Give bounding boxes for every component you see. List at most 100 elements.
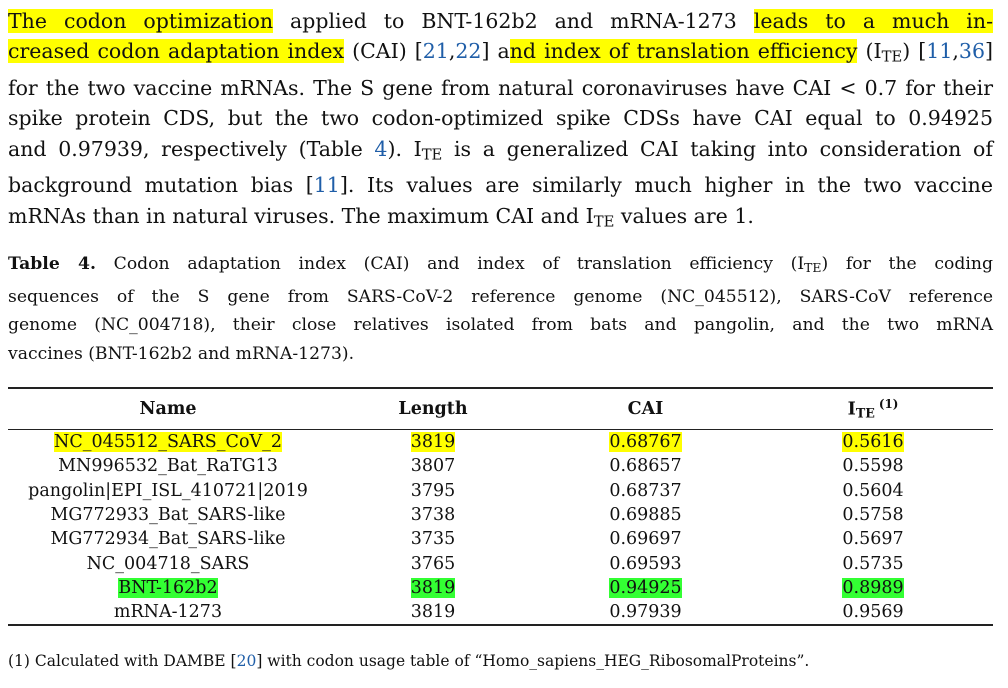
cell-length: 3795: [328, 479, 538, 503]
cell-text: 0.68657: [609, 456, 682, 477]
text-run: ,: [952, 39, 959, 64]
cell-text: 3765: [410, 553, 456, 574]
cell-cai: 0.69593: [538, 551, 753, 575]
subscript: TE: [421, 146, 443, 164]
table-link[interactable]: 4: [374, 136, 388, 161]
text-run: ] with codon usage table of “Homo_sapien…: [256, 652, 810, 670]
text-run: ]: [985, 39, 993, 64]
header-ite: ITE(1): [753, 389, 993, 429]
cell-text: 0.8989: [842, 577, 904, 598]
cell-text: 3819: [410, 432, 456, 453]
cell-text: MG772934_Bat_SARS-like: [50, 529, 286, 550]
cell-name: BNT-162b2: [8, 576, 328, 600]
cell-text: 0.69593: [609, 553, 682, 574]
cell-text: MG772933_Bat_SARS-like: [50, 505, 286, 526]
header-ite-label: I: [847, 399, 856, 420]
highlight-yellow: leads to a much in-: [753, 9, 993, 33]
cell-text: 0.68767: [609, 432, 682, 453]
subscript: TE: [881, 48, 903, 66]
cell-text: 3807: [410, 456, 456, 477]
data-table-body: NC_045512_SARS_CoV_2 3819 0.68767 0.5616 MN9…: [8, 430, 993, 624]
cell-text: pangolin|EPI_ISL_410721|2019: [28, 480, 308, 501]
cell-length: 3735: [328, 527, 538, 551]
table-row: BNT-162b2 3819 0.94925 0.8989: [8, 576, 993, 600]
paragraph-line-3: for the two vaccine mRNAs. The S gene fr…: [8, 76, 993, 101]
table-caption: Table 4. Codon adaptation index (CAI) an…: [8, 250, 993, 368]
text-run: ,: [448, 39, 456, 64]
cell-text: 0.68737: [609, 480, 682, 501]
header-name: Name: [139, 399, 197, 419]
cell-text: 0.5697: [842, 529, 904, 550]
cell-name: NC_004718_SARS: [8, 551, 328, 575]
subscript: TE: [804, 261, 822, 276]
text-run: is a generalized CAI taking into conside…: [442, 136, 993, 161]
citation-link[interactable]: 22: [455, 39, 482, 64]
header-length: Length: [398, 399, 468, 419]
citation-link[interactable]: 11: [926, 39, 953, 64]
table-row: NC_004718_SARS 3765 0.69593 0.5735: [8, 551, 993, 575]
citation-link[interactable]: 11: [313, 173, 340, 198]
cell-name: MG772933_Bat_SARS-like: [8, 503, 328, 527]
cell-text: NC_004718_SARS: [86, 553, 250, 574]
text-run: (CAI) [: [344, 39, 423, 64]
text-run: ]. Its values are similarly much higher …: [339, 173, 993, 198]
cell-cai: 0.94925: [538, 576, 753, 600]
paragraph-line-2: creased codon adaptation index (CAI) [21…: [8, 36, 993, 73]
body-paragraph: The codon optimization applied to BNT-16…: [8, 6, 993, 237]
cell-text: 3795: [410, 480, 456, 501]
text-run: mRNAs than in natural viruses. The maxim…: [8, 203, 594, 228]
highlight-yellow: The codon optimization: [8, 9, 274, 33]
cell-text: 0.69885: [609, 505, 682, 526]
highlight-yellow: creased codon adaptation index: [8, 39, 345, 64]
cell-length: 3819: [328, 576, 538, 600]
cell-length: 3765: [328, 551, 538, 575]
table-footnote: (1) Calculated with DAMBE [20] with codo…: [8, 652, 809, 670]
cell-text: MN996532_Bat_RaTG13: [58, 456, 278, 477]
paragraph-line-5: and 0.97939, respectively (Table 4). ITE…: [8, 134, 993, 171]
data-table-wrapper: Name Length CAI ITE(1) NC_045512_SARS_Co…: [8, 387, 993, 627]
citation-link[interactable]: 36: [958, 39, 985, 64]
cell-text: 0.5735: [842, 553, 904, 574]
citation-link[interactable]: 21: [422, 39, 449, 64]
superscript: (1): [878, 397, 899, 412]
cell-text: 3735: [410, 529, 456, 550]
table-header-row: Name Length CAI ITE(1): [8, 389, 993, 429]
cell-length: 3807: [328, 454, 538, 478]
cell-text: 0.9569: [842, 602, 904, 623]
citation-link[interactable]: 20: [236, 652, 257, 670]
cell-text: 0.5598: [842, 456, 904, 477]
text-run: Codon adaptation index (CAI) and index o…: [95, 254, 805, 274]
paragraph-line-4: spike protein CDS, but the two codon-opt…: [8, 106, 993, 131]
cell-text: mRNA-1273: [113, 602, 223, 623]
caption-line-2: sequences of the S gene from SARS-CoV-2 …: [8, 286, 993, 307]
text-run: and 0.97939, respectively (Table: [8, 136, 375, 161]
caption-line-4: vaccines (BNT-162b2 and mRNA-1273).: [8, 343, 355, 364]
cell-text: 0.5616: [842, 432, 904, 453]
text-run: background mutation bias [: [8, 173, 314, 198]
table-row: mRNA-1273 3819 0.97939 0.9569: [8, 600, 993, 624]
table-bottom-rule: [8, 624, 993, 627]
text-run: applied to BNT-162b2 and mRNA-1273: [273, 9, 754, 33]
cell-text: 3738: [410, 505, 456, 526]
paragraph-line-7: mRNAs than in natural viruses. The maxim…: [8, 201, 993, 238]
cell-cai: 0.97939: [538, 600, 753, 624]
cell-text: 3819: [410, 602, 456, 623]
highlight-yellow: nd index of translation efficiency: [509, 39, 858, 64]
cell-text: 0.94925: [609, 577, 682, 598]
cell-cai: 0.68767: [538, 430, 753, 454]
caption-line-1: Table 4. Codon adaptation index (CAI) an…: [8, 250, 993, 283]
cell-text: NC_045512_SARS_CoV_2: [54, 432, 282, 453]
cell-name: mRNA-1273: [8, 600, 328, 624]
cell-cai: 0.69885: [538, 503, 753, 527]
cell-length: 3738: [328, 503, 538, 527]
caption-line-3: genome (NC_004718), their close relative…: [8, 315, 993, 336]
table-header-rule: [8, 429, 993, 430]
cell-ite: 0.8989: [753, 576, 993, 600]
cell-name: NC_045512_SARS_CoV_2: [8, 430, 328, 454]
subscript: TE: [593, 213, 615, 231]
cell-text: BNT-162b2: [118, 577, 218, 598]
cell-text: 0.69697: [609, 529, 682, 550]
text-run: ). I: [387, 136, 422, 161]
cell-cai: 0.68737: [538, 479, 753, 503]
cell-length: 3819: [328, 600, 538, 624]
